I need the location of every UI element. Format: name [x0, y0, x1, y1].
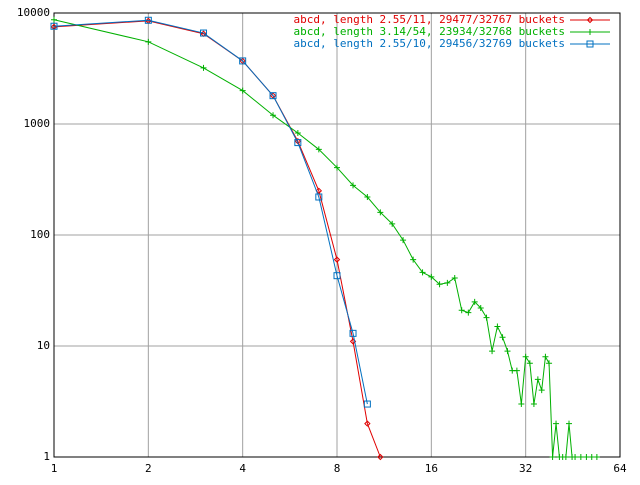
legend-label: abcd, length 2.55/10, 29456/32769 bucket… — [293, 37, 565, 50]
marker — [239, 57, 247, 65]
legend-label: abcd, length 3.14/54, 23934/32768 bucket… — [293, 25, 565, 38]
marker — [400, 237, 407, 244]
marker — [200, 29, 208, 37]
marker — [333, 272, 341, 280]
marker — [364, 193, 371, 200]
marker — [334, 164, 340, 171]
marker — [269, 92, 277, 100]
marker — [436, 281, 443, 288]
marker — [499, 334, 506, 341]
marker — [583, 454, 590, 460]
marker — [363, 400, 371, 408]
y-tick-label: 1000 — [24, 117, 51, 130]
marker — [315, 193, 323, 201]
marker — [586, 40, 594, 48]
marker — [315, 146, 322, 153]
x-tick-label: 8 — [334, 462, 341, 475]
y-tick-label: 10 — [37, 339, 50, 352]
x-tick-label: 64 — [613, 462, 627, 475]
marker — [587, 29, 593, 35]
marker — [350, 182, 357, 189]
marker — [546, 360, 553, 367]
marker — [294, 139, 302, 147]
marker — [572, 454, 579, 460]
marker — [489, 348, 496, 355]
marker — [200, 64, 207, 71]
marker — [389, 220, 396, 227]
marker — [538, 387, 545, 394]
marker — [549, 454, 556, 460]
x-tick-label: 4 — [239, 462, 246, 475]
marker — [530, 401, 537, 408]
y-tick-label: 100 — [30, 228, 50, 241]
marker — [518, 401, 525, 408]
y-tick-label: 1 — [43, 450, 50, 463]
series-line — [53, 20, 381, 458]
x-tick-label: 2 — [145, 462, 152, 475]
marker — [542, 353, 549, 360]
marker — [588, 454, 595, 460]
marker — [477, 304, 484, 311]
marker — [50, 22, 58, 30]
marker — [239, 87, 246, 94]
marker — [51, 16, 57, 23]
marker — [562, 454, 569, 460]
marker — [377, 453, 384, 461]
marker — [294, 129, 301, 136]
marker — [364, 420, 371, 427]
marker — [465, 309, 472, 316]
marker — [451, 274, 458, 281]
x-tick-label: 32 — [519, 462, 532, 475]
marker — [315, 187, 323, 195]
marker — [494, 323, 501, 330]
marker — [333, 256, 341, 263]
legend-label: abcd, length 2.55/11, 29477/32767 bucket… — [293, 13, 565, 26]
plot-border — [53, 12, 621, 458]
marker — [145, 38, 152, 45]
marker — [428, 273, 435, 280]
marker — [144, 16, 152, 24]
marker — [458, 307, 465, 314]
marker — [349, 329, 357, 337]
marker — [377, 209, 384, 216]
marker — [577, 454, 584, 460]
marker — [471, 298, 478, 305]
marker — [504, 348, 511, 355]
marker — [534, 376, 541, 383]
marker — [410, 256, 417, 263]
marker — [553, 420, 560, 427]
y-tick-label: 10000 — [17, 6, 50, 19]
marker — [593, 454, 600, 460]
marker — [444, 279, 451, 286]
x-tick-label: 16 — [425, 462, 438, 475]
marker — [270, 112, 277, 119]
marker — [419, 269, 426, 276]
marker — [586, 16, 594, 24]
marker — [349, 338, 357, 345]
marker — [566, 420, 573, 427]
marker — [522, 353, 529, 360]
marker — [526, 360, 533, 367]
series-line — [53, 19, 368, 405]
marker — [513, 367, 520, 374]
marker — [483, 314, 490, 321]
x-tick-label: 1 — [51, 462, 58, 475]
